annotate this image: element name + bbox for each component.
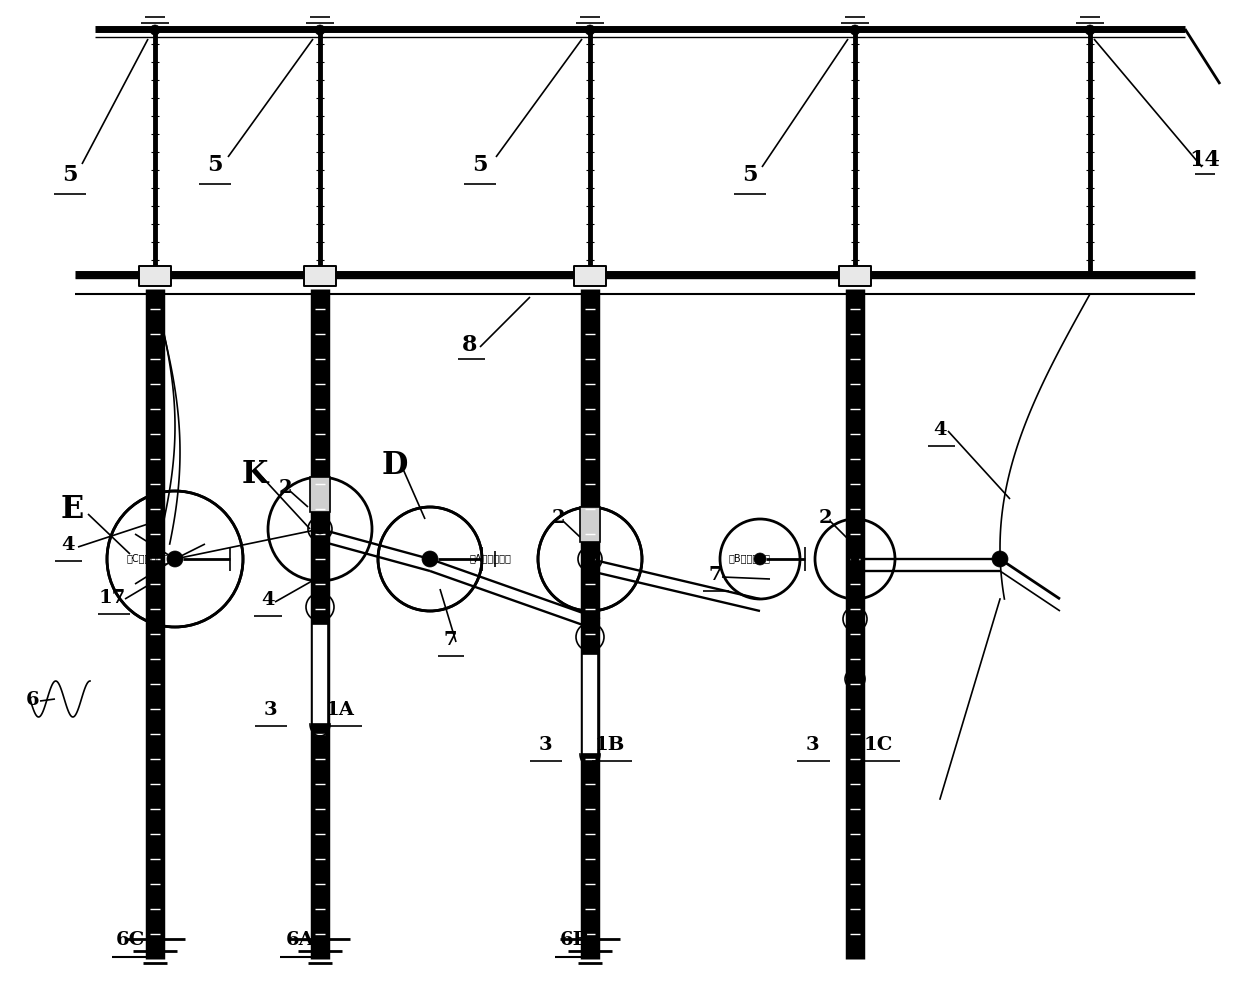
Text: 3: 3 <box>538 736 552 753</box>
Text: 6B: 6B <box>560 930 590 948</box>
Ellipse shape <box>585 26 595 36</box>
Ellipse shape <box>150 26 160 36</box>
Text: 3: 3 <box>805 736 818 753</box>
Text: E: E <box>61 494 83 525</box>
Bar <box>839 266 870 286</box>
Text: 至B相换流阀串: 至B相换流阀串 <box>729 553 771 563</box>
Bar <box>580 508 600 543</box>
Text: 1A: 1A <box>326 701 355 719</box>
Ellipse shape <box>754 554 766 566</box>
Ellipse shape <box>315 26 325 36</box>
Text: 2: 2 <box>818 509 832 527</box>
Bar <box>574 266 606 286</box>
Text: 1B: 1B <box>595 736 625 753</box>
Text: 6C: 6C <box>115 930 145 948</box>
Ellipse shape <box>315 525 325 535</box>
Bar <box>139 266 171 286</box>
Text: 14: 14 <box>1189 149 1220 171</box>
Text: K: K <box>242 459 268 490</box>
Text: 7: 7 <box>443 630 456 648</box>
Bar <box>582 654 598 754</box>
Text: 6A: 6A <box>285 930 315 948</box>
Text: 至A相换流阀串: 至A相换流阀串 <box>469 553 511 563</box>
Bar <box>312 624 329 725</box>
Ellipse shape <box>422 552 438 568</box>
Ellipse shape <box>851 556 859 564</box>
Bar <box>304 266 336 286</box>
Text: 5: 5 <box>62 164 78 186</box>
Text: 17: 17 <box>98 588 125 606</box>
Text: 7: 7 <box>708 566 722 583</box>
Text: 4: 4 <box>262 590 275 608</box>
Text: 5: 5 <box>743 164 758 186</box>
Text: 2: 2 <box>552 509 564 527</box>
Ellipse shape <box>849 26 861 36</box>
Text: 4: 4 <box>934 420 947 438</box>
Text: 至C相换流阀串: 至C相换流阀串 <box>126 553 169 563</box>
Text: 5: 5 <box>207 154 223 176</box>
Text: 8: 8 <box>463 334 477 356</box>
Text: 6: 6 <box>26 690 40 709</box>
Text: 5: 5 <box>472 154 487 176</box>
Bar <box>310 477 330 513</box>
Text: D: D <box>382 449 408 480</box>
Ellipse shape <box>585 555 595 565</box>
Ellipse shape <box>167 552 184 568</box>
Ellipse shape <box>992 552 1008 568</box>
Text: 1C: 1C <box>863 736 893 753</box>
Text: 3: 3 <box>263 701 277 719</box>
Text: 2: 2 <box>278 478 291 496</box>
Text: 4: 4 <box>61 536 74 554</box>
Ellipse shape <box>1085 26 1095 36</box>
